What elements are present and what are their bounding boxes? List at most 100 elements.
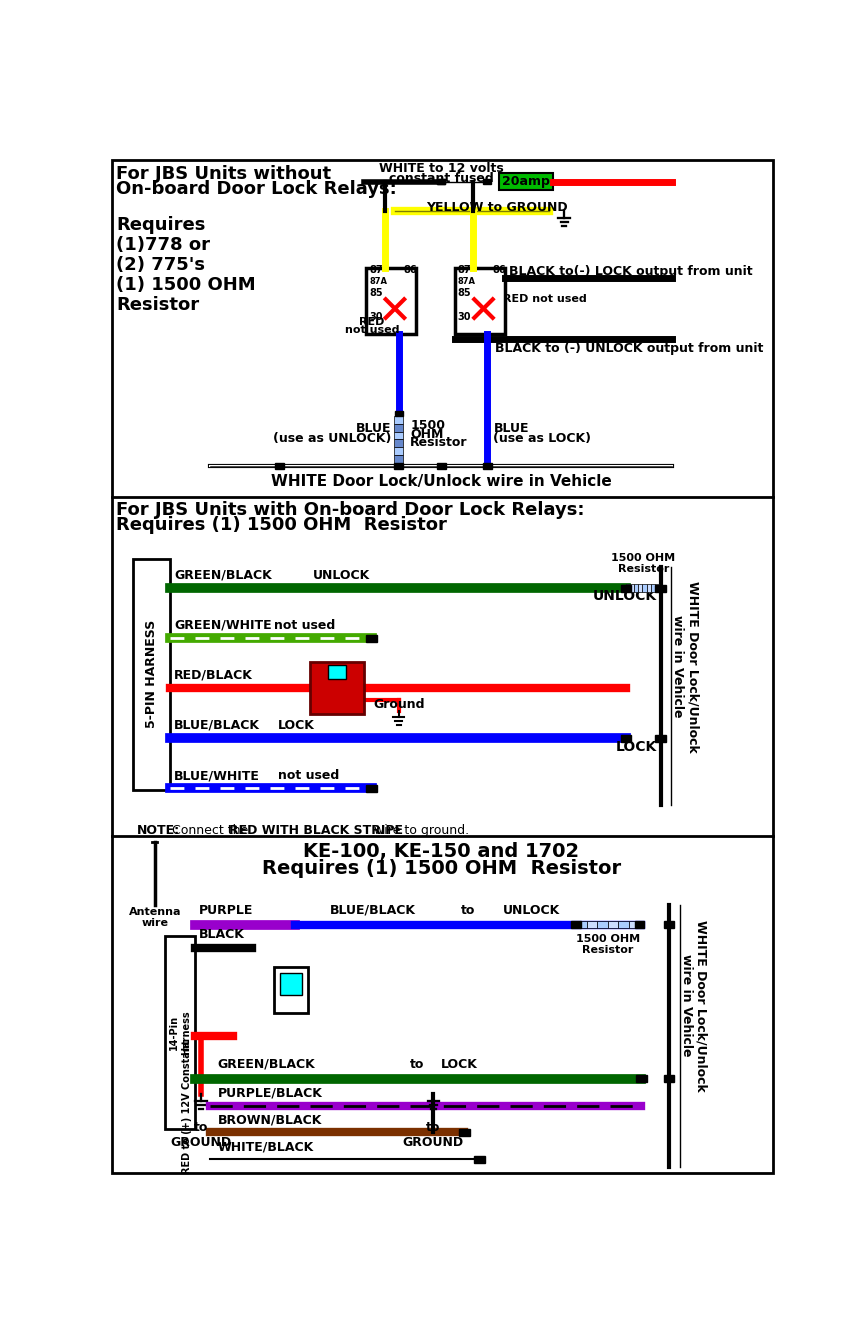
Text: BLACK: BLACK bbox=[198, 928, 244, 941]
Bar bbox=[620, 735, 632, 742]
Text: (use as LOCK): (use as LOCK) bbox=[494, 432, 591, 445]
Bar bbox=[639, 585, 642, 591]
Text: RED/BLACK: RED/BLACK bbox=[174, 669, 253, 682]
Text: Connect the: Connect the bbox=[172, 825, 252, 837]
Text: GREEN/WHITE: GREEN/WHITE bbox=[174, 619, 272, 632]
Bar bbox=[475, 1156, 485, 1163]
Bar bbox=[642, 585, 646, 591]
Text: 86: 86 bbox=[492, 265, 506, 275]
Text: 30: 30 bbox=[457, 312, 471, 322]
Text: 1500: 1500 bbox=[410, 420, 445, 433]
Bar bbox=[664, 921, 675, 928]
Bar bbox=[608, 921, 619, 928]
Text: WHITE Door Lock/Unlock
wire in Vehicle: WHITE Door Lock/Unlock wire in Vehicle bbox=[680, 920, 708, 1092]
Bar bbox=[133, 558, 170, 789]
Bar bbox=[280, 973, 302, 995]
Text: RED to (+) 12V Constant: RED to (+) 12V Constant bbox=[182, 1040, 192, 1175]
Text: NOTE:: NOTE: bbox=[137, 825, 180, 837]
Bar bbox=[394, 424, 403, 432]
Bar bbox=[394, 440, 403, 447]
Text: BLUE: BLUE bbox=[494, 422, 529, 434]
Text: Ground: Ground bbox=[373, 698, 425, 711]
Bar bbox=[394, 447, 403, 455]
Bar bbox=[394, 463, 403, 470]
Bar bbox=[166, 936, 195, 1129]
Bar bbox=[626, 585, 630, 591]
Text: OHM: OHM bbox=[410, 428, 444, 441]
Text: 87: 87 bbox=[369, 265, 383, 275]
Text: PURPLE/BLACK: PURPLE/BLACK bbox=[217, 1086, 323, 1100]
Text: Antenna
wire: Antenna wire bbox=[129, 907, 181, 928]
Bar bbox=[437, 463, 446, 470]
Text: 86: 86 bbox=[404, 265, 418, 275]
Bar bbox=[499, 173, 553, 190]
Text: (1) 1500 OHM: (1) 1500 OHM bbox=[117, 276, 255, 294]
Text: BLUE/WHITE: BLUE/WHITE bbox=[174, 770, 260, 781]
Bar bbox=[635, 921, 645, 928]
Bar bbox=[366, 268, 416, 334]
Text: RED: RED bbox=[359, 318, 385, 327]
Text: 85: 85 bbox=[369, 288, 383, 298]
Text: WHITE to 12 volts: WHITE to 12 volts bbox=[379, 162, 503, 176]
Bar bbox=[634, 585, 639, 591]
Text: 87: 87 bbox=[457, 265, 471, 275]
Text: Resistor: Resistor bbox=[410, 437, 468, 449]
Bar bbox=[367, 785, 377, 792]
Text: 30: 30 bbox=[369, 312, 382, 322]
Text: UNLOCK: UNLOCK bbox=[503, 904, 560, 917]
Text: For JBS Units without: For JBS Units without bbox=[117, 165, 331, 182]
Text: WHITE Door Lock/Unlock wire in Vehicle: WHITE Door Lock/Unlock wire in Vehicle bbox=[271, 474, 612, 490]
Text: GREEN/BLACK: GREEN/BLACK bbox=[174, 569, 272, 582]
Bar bbox=[274, 463, 284, 470]
Bar bbox=[274, 966, 308, 1014]
Text: (2) 775's: (2) 775's bbox=[117, 256, 205, 275]
Text: (use as UNLOCK): (use as UNLOCK) bbox=[273, 432, 391, 445]
Text: UNLOCK: UNLOCK bbox=[593, 590, 657, 603]
Text: 20amp: 20amp bbox=[502, 176, 550, 187]
Bar bbox=[328, 665, 346, 678]
Text: 87A: 87A bbox=[457, 276, 476, 285]
Bar bbox=[482, 463, 492, 470]
Bar bbox=[438, 178, 445, 185]
Text: BLUE/BLACK: BLUE/BLACK bbox=[174, 719, 260, 733]
Text: LOCK: LOCK bbox=[441, 1057, 478, 1071]
Bar bbox=[655, 585, 666, 591]
Text: BLUE: BLUE bbox=[356, 422, 391, 434]
Text: to: to bbox=[460, 904, 475, 917]
Text: Requires: Requires bbox=[117, 216, 205, 234]
Text: 1500 OHM
Resistor: 1500 OHM Resistor bbox=[611, 553, 676, 574]
Text: Requires (1) 1500 OHM  Resistor: Requires (1) 1500 OHM Resistor bbox=[117, 516, 447, 535]
Text: GREEN/BLACK: GREEN/BLACK bbox=[217, 1057, 316, 1071]
Text: RED WITH BLACK STRIPE: RED WITH BLACK STRIPE bbox=[230, 825, 403, 837]
Text: Requires (1) 1500 OHM  Resistor: Requires (1) 1500 OHM Resistor bbox=[261, 859, 620, 878]
Text: not used: not used bbox=[344, 325, 399, 335]
Text: wire to ground.: wire to ground. bbox=[370, 825, 469, 837]
Bar bbox=[629, 921, 639, 928]
Bar bbox=[394, 416, 403, 424]
Text: KE-100, KE-150 and 1702: KE-100, KE-150 and 1702 bbox=[303, 842, 579, 861]
Text: YELLOW to GROUND: YELLOW to GROUND bbox=[425, 201, 567, 214]
Bar bbox=[576, 921, 587, 928]
Bar bbox=[587, 921, 597, 928]
Text: (1)778 or: (1)778 or bbox=[117, 236, 211, 255]
Bar bbox=[395, 411, 403, 416]
Bar bbox=[459, 1129, 469, 1137]
Text: to
GROUND: to GROUND bbox=[170, 1121, 231, 1148]
Text: RED not used: RED not used bbox=[503, 294, 587, 305]
Text: 85: 85 bbox=[457, 288, 471, 298]
Text: 14-Pin
Harness: 14-Pin Harness bbox=[169, 1010, 191, 1055]
Text: not used: not used bbox=[278, 770, 339, 781]
Bar bbox=[619, 921, 629, 928]
Bar bbox=[367, 635, 377, 642]
Text: BLACK to(-) LOCK output from unit: BLACK to(-) LOCK output from unit bbox=[508, 265, 753, 277]
Bar bbox=[571, 921, 581, 928]
Text: not used: not used bbox=[274, 619, 336, 632]
Text: WHITE/BLACK: WHITE/BLACK bbox=[217, 1140, 314, 1154]
Bar bbox=[483, 178, 491, 185]
Bar bbox=[310, 663, 364, 714]
Bar bbox=[620, 585, 632, 591]
Bar bbox=[438, 178, 445, 185]
Text: BROWN/BLACK: BROWN/BLACK bbox=[217, 1113, 322, 1126]
Text: to: to bbox=[410, 1057, 425, 1071]
Bar bbox=[664, 1074, 675, 1082]
